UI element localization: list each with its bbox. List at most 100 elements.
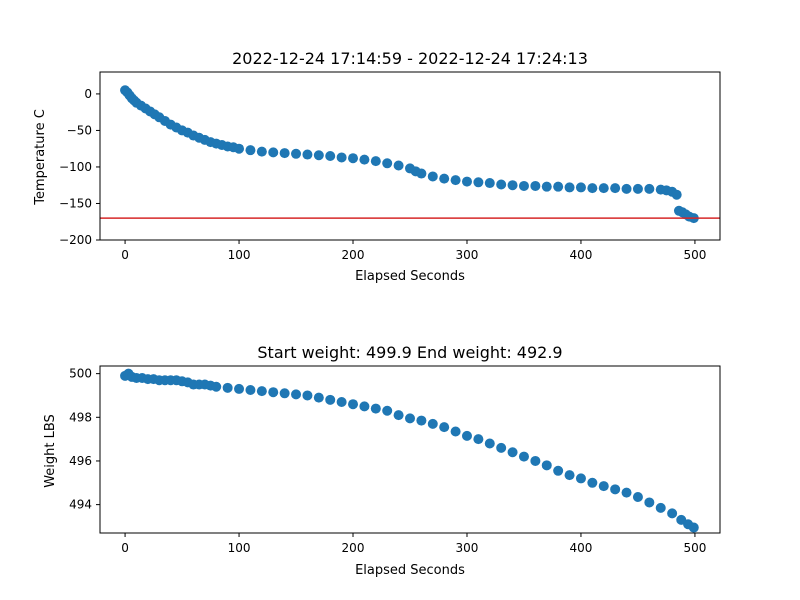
- temperature-data-point-47: [484, 178, 495, 189]
- temperature-data-point-37: [382, 158, 393, 169]
- temperature-x-axis-label: Elapsed Seconds: [355, 269, 465, 284]
- weight-data-point-20: [245, 385, 256, 396]
- weight-panel: Start weight: 499.9 End weight: 492.9 0 1…: [43, 343, 721, 578]
- temperature-data-point-25: [245, 145, 256, 156]
- temperature-x-tick-label: 500: [683, 248, 706, 262]
- weight-y-tick-label: 500: [69, 367, 92, 381]
- temperature-chart-title: 2022-12-24 17:14:59 - 2022-12-24 17:24:1…: [232, 49, 588, 68]
- weight-data-point-51: [598, 481, 609, 492]
- weight-data-point-44: [518, 451, 529, 462]
- temperature-data-point-26: [256, 146, 267, 157]
- weight-data-point-40: [473, 434, 484, 445]
- weight-data-point-23: [279, 388, 290, 399]
- weight-data-point-28: [336, 397, 347, 408]
- weight-points: [120, 368, 699, 533]
- temperature-data-point-27: [268, 147, 279, 158]
- temperature-data-point-49: [507, 180, 518, 191]
- temperature-data-point-32: [325, 151, 336, 161]
- temperature-y-axis-label: Temperature C: [33, 109, 48, 206]
- temperature-data-point-41: [416, 168, 427, 179]
- weight-data-point-21: [256, 386, 267, 397]
- weight-data-point-22: [268, 387, 279, 398]
- weight-y-tick-label: 498: [69, 410, 92, 424]
- weight-x-tick-label: 300: [456, 541, 479, 555]
- temperature-x-tick-label: 0: [121, 248, 129, 262]
- temperature-x-tick-label: 400: [570, 248, 593, 262]
- weight-data-point-26: [313, 392, 324, 403]
- weight-data-point-25: [302, 390, 313, 401]
- temperature-data-point-35: [359, 154, 370, 165]
- weight-data-point-39: [461, 430, 472, 441]
- weight-data-point-35: [416, 415, 427, 426]
- temperature-y-tick-label: 0: [84, 87, 92, 101]
- temperature-data-point-57: [598, 183, 609, 194]
- temperature-y-tick-label: −150: [59, 196, 92, 210]
- weight-data-point-30: [359, 401, 370, 412]
- temperature-y-tick-label: −50: [67, 123, 92, 137]
- temperature-data-point-38: [393, 160, 404, 171]
- temperature-data-point-54: [564, 182, 575, 193]
- weight-ticks: 0 100 200 300 400 500 494 496 498 500: [69, 367, 706, 555]
- weight-x-tick-label: 500: [683, 541, 706, 555]
- weight-x-tick-label: 200: [342, 541, 365, 555]
- temperature-data-point-24: [234, 143, 245, 154]
- weight-chart-title: Start weight: 499.9 End weight: 492.9: [257, 343, 562, 362]
- temperature-data-point-51: [530, 180, 541, 191]
- weight-data-point-36: [427, 418, 438, 429]
- weight-data-point-43: [507, 447, 518, 458]
- weight-data-point-41: [484, 438, 495, 449]
- weight-data-point-31: [370, 403, 381, 414]
- weight-data-point-56: [655, 502, 666, 513]
- temperature-data-point-56: [587, 183, 598, 194]
- temperature-data-point-55: [575, 182, 586, 193]
- temperature-points: [120, 85, 699, 224]
- temperature-data-point-31: [313, 150, 324, 161]
- temperature-data-point-52: [541, 181, 552, 192]
- weight-x-tick-label: 100: [228, 541, 251, 555]
- temperature-data-point-61: [644, 183, 655, 194]
- weight-data-point-34: [405, 413, 415, 424]
- temperature-data-point-34: [348, 153, 359, 164]
- weight-data-point-42: [496, 442, 507, 453]
- temperature-data-point-53: [553, 181, 564, 192]
- temperature-data-point-29: [291, 148, 302, 159]
- temperature-x-tick-label: 300: [456, 248, 479, 262]
- weight-data-point-52: [610, 484, 621, 495]
- weight-data-point-48: [564, 470, 575, 481]
- weight-data-point-38: [450, 426, 461, 437]
- weight-y-tick-label: 496: [69, 454, 92, 468]
- temperature-data-point-48: [496, 179, 507, 190]
- weight-data-point-46: [541, 460, 552, 471]
- weight-y-tick-label: 494: [69, 498, 92, 512]
- temperature-data-point-65: [671, 189, 682, 200]
- temperature-data-point-50: [518, 180, 529, 191]
- weight-plot-frame: [99, 365, 721, 534]
- temperature-y-tick-label: −100: [59, 160, 92, 174]
- temperature-data-point-33: [336, 152, 347, 163]
- weight-data-point-19: [234, 383, 245, 394]
- temperature-data-point-60: [632, 183, 643, 194]
- temperature-data-point-36: [370, 156, 381, 167]
- weight-y-axis-label: Weight LBS: [43, 414, 58, 488]
- weight-data-point-57: [667, 508, 678, 519]
- weight-data-point-60: [688, 522, 699, 533]
- weight-data-point-50: [587, 477, 598, 488]
- weight-data-point-24: [291, 389, 302, 400]
- weight-data-point-33: [393, 410, 404, 421]
- temperature-x-tick-label: 100: [228, 248, 251, 262]
- weight-data-point-45: [530, 455, 541, 466]
- temperature-data-point-43: [439, 173, 450, 184]
- weight-data-point-55: [644, 497, 655, 508]
- temperature-x-tick-label: 200: [342, 248, 365, 262]
- weight-data-point-17: [211, 381, 222, 392]
- weight-data-point-27: [325, 394, 336, 405]
- temperature-panel: 2022-12-24 17:14:59 - 2022-12-24 17:24:1…: [33, 49, 721, 284]
- temperature-data-point-59: [621, 183, 632, 194]
- temperature-data-point-28: [279, 148, 290, 159]
- temperature-data-point-30: [302, 149, 313, 160]
- weight-data-point-18: [222, 382, 233, 393]
- temperature-data-point-44: [450, 175, 461, 186]
- temperature-data-point-46: [473, 177, 484, 188]
